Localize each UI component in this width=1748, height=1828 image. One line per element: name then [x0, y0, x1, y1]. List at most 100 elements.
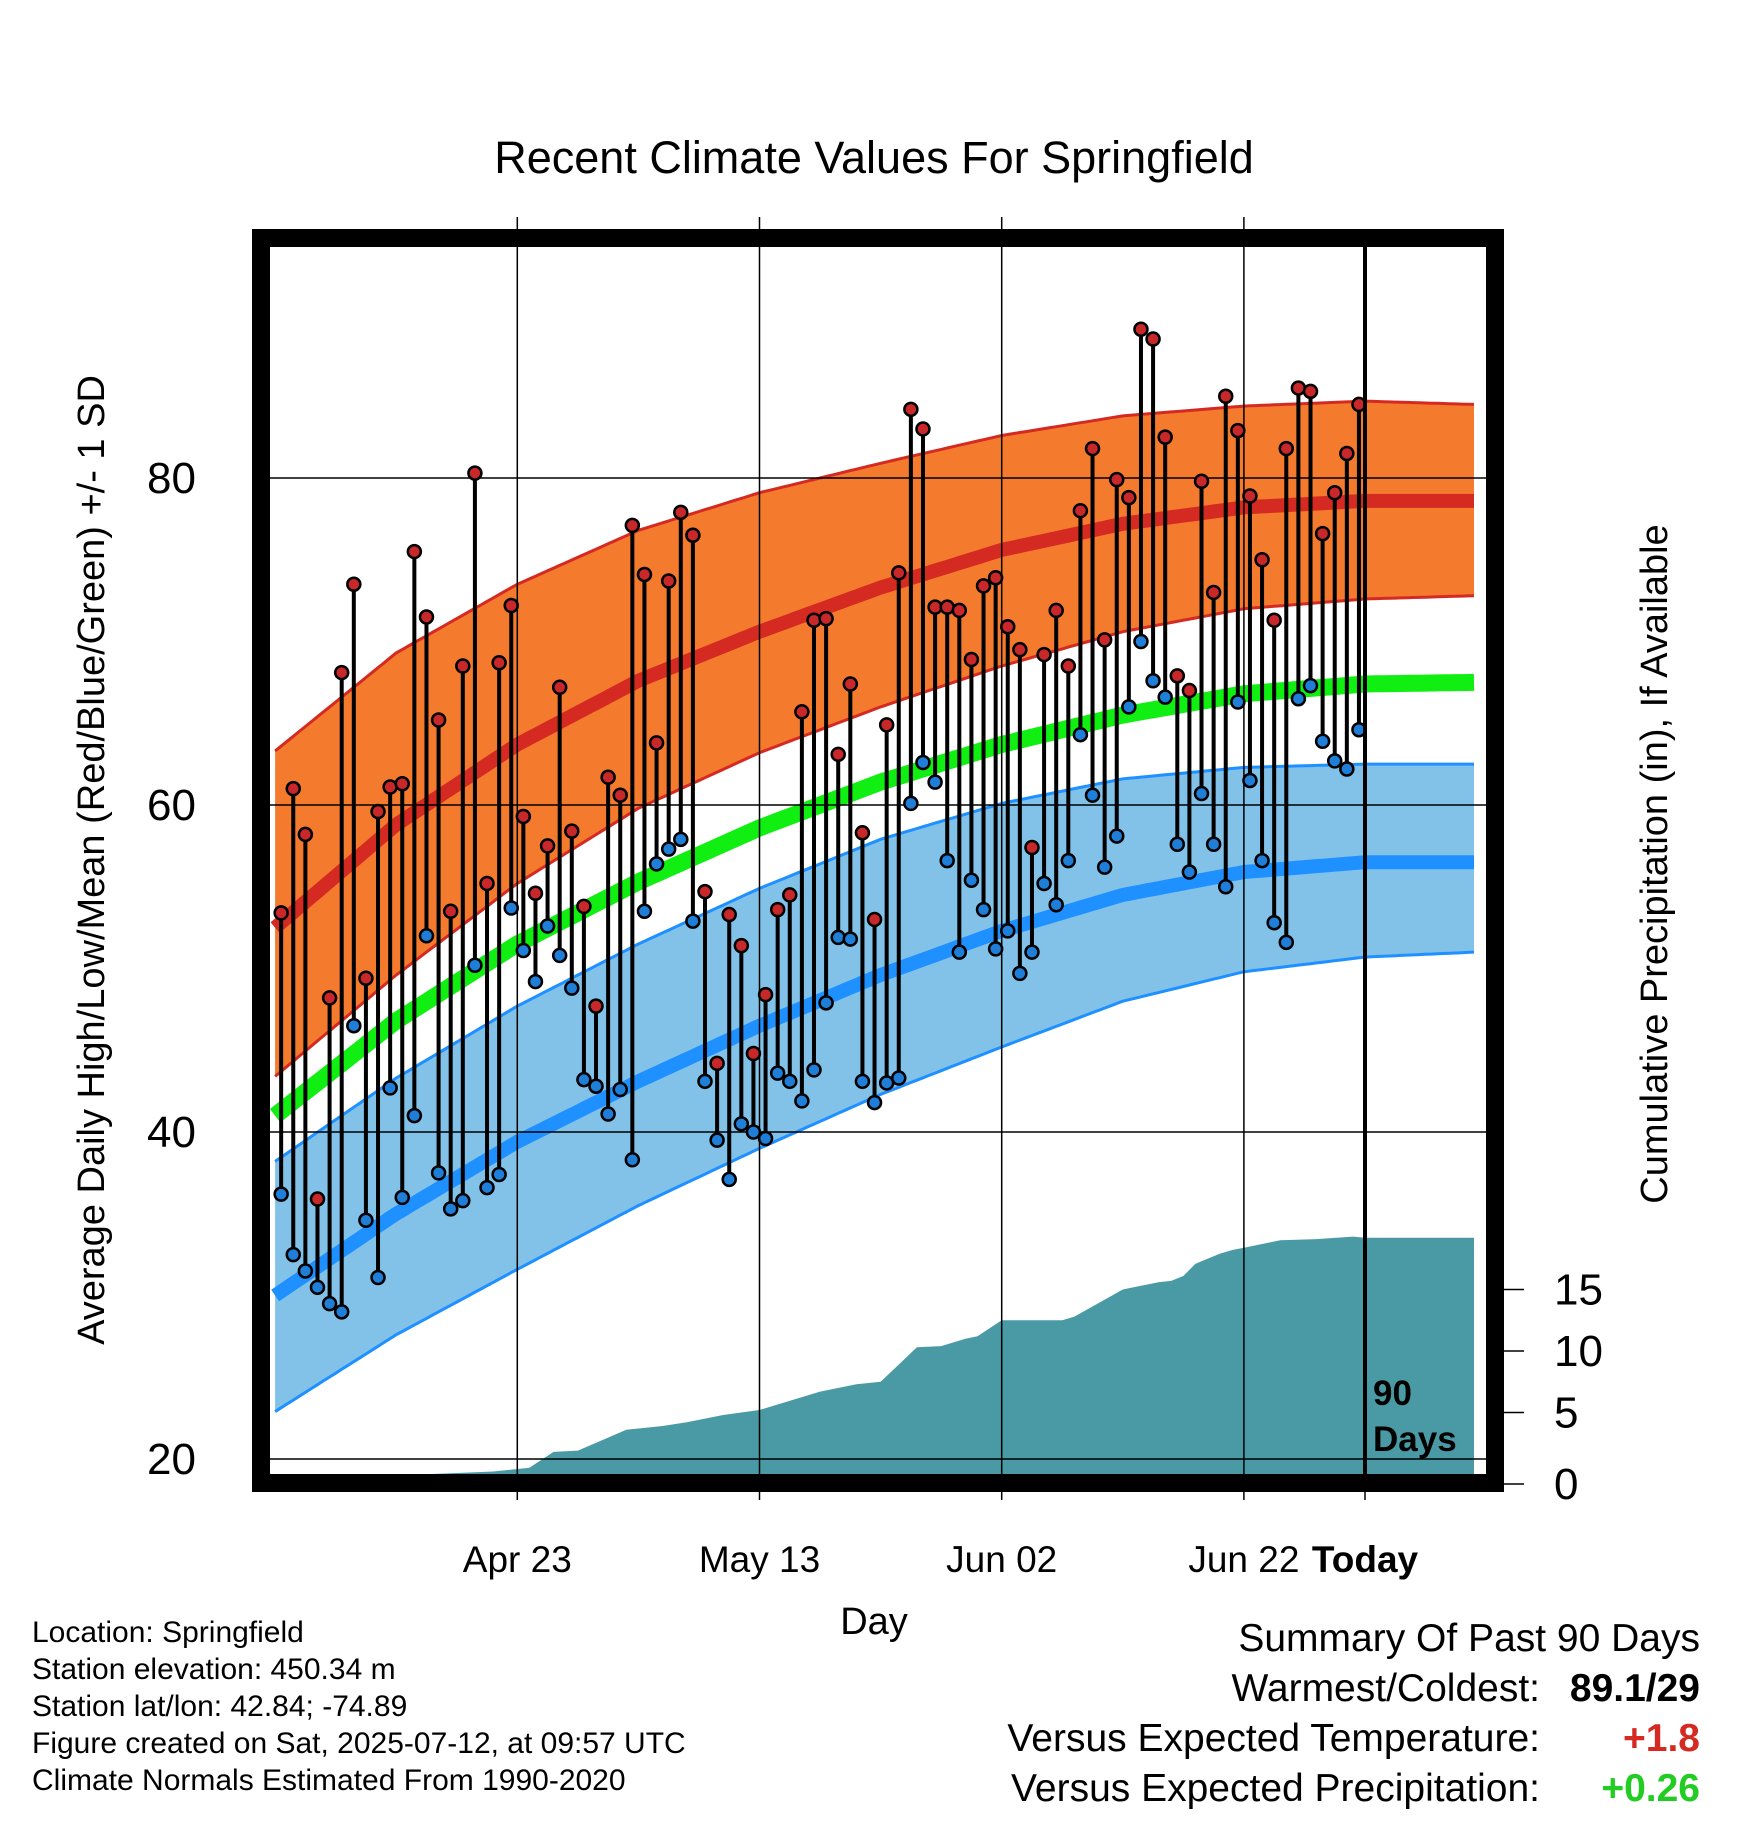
daily-low-point: [866, 1094, 883, 1111]
temp-value: +1.8: [1623, 1717, 1700, 1760]
daily-high-point: [515, 808, 532, 825]
daily-low-point: [1157, 689, 1173, 705]
daily-high-point: [1084, 440, 1101, 457]
daily-low-point: [1072, 726, 1089, 743]
x-axis-label: Day: [840, 1601, 908, 1643]
daily-low-point: [1133, 633, 1149, 650]
daily-high-point: [467, 465, 483, 481]
daily-low-point: [333, 1304, 350, 1320]
daily-low-point: [297, 1263, 314, 1279]
daily-low-point: [1339, 761, 1355, 777]
daily-high-point: [915, 421, 931, 437]
daily-high-point: [660, 573, 677, 589]
daily-low-point: [455, 1192, 471, 1209]
daily-high-point: [1121, 489, 1137, 506]
daily-high-point: [564, 823, 580, 839]
daily-high-point: [1012, 641, 1028, 658]
chart-title: Recent Climate Values For Springfield: [494, 132, 1254, 183]
y-right-tick-label: 5: [1554, 1389, 1578, 1438]
daily-low-point: [903, 795, 919, 812]
daily-low-point: [1169, 836, 1186, 852]
daily-high-point: [903, 401, 919, 418]
daily-high-point: [358, 970, 374, 987]
daily-low-point: [285, 1246, 302, 1263]
daily-low-point: [1048, 896, 1064, 913]
daily-low-point: [782, 1073, 798, 1090]
daily-high-point: [1036, 646, 1052, 663]
daily-high-point: [576, 898, 592, 915]
daily-high-point: [975, 578, 992, 594]
daily-high-point: [346, 576, 362, 593]
y-right-tick-label: 0: [1554, 1460, 1578, 1509]
daily-high-point: [394, 775, 411, 792]
daily-high-point: [818, 610, 834, 627]
daily-low-point: [467, 957, 483, 973]
daily-high-point: [1145, 331, 1161, 347]
warmest-value: 89.1/29: [1569, 1667, 1700, 1710]
daily-low-point: [794, 1093, 810, 1109]
today-days-label: 90: [1373, 1374, 1412, 1413]
daily-low-point: [370, 1269, 386, 1286]
daily-low-point: [600, 1106, 616, 1122]
daily-low-point: [745, 1124, 762, 1140]
daily-high-point: [878, 717, 895, 733]
daily-low-point: [963, 872, 980, 888]
x-tick-label: Jun 22: [1188, 1539, 1299, 1580]
daily-low-point: [1217, 879, 1234, 895]
temp-label: Versus Expected Temperature:: [1007, 1717, 1540, 1760]
daily-high-point: [1133, 321, 1149, 337]
daily-low-point: [1036, 875, 1052, 892]
daily-low-point: [479, 1179, 495, 1196]
precip-row: Versus Expected Precipitation: +0.26: [1007, 1764, 1700, 1814]
daily-low-point: [951, 944, 968, 960]
daily-high-point: [1108, 471, 1125, 488]
daily-high-point: [794, 704, 810, 720]
plot-frame: [252, 229, 1504, 1492]
daily-high-point: [588, 998, 604, 1014]
daily-high-point: [551, 679, 568, 696]
daily-low-point: [806, 1062, 822, 1078]
daily-low-point: [818, 995, 834, 1011]
daily-high-point: [963, 651, 980, 668]
daily-high-point: [830, 746, 846, 763]
daily-high-point: [854, 825, 871, 841]
daily-high-point: [491, 655, 507, 671]
daily-low-point: [612, 1081, 628, 1098]
precipitation-area: [275, 1236, 1475, 1474]
daily-high-point: [1254, 552, 1270, 568]
daily-high-point: [951, 602, 968, 619]
x-tick-label: Apr 23: [463, 1539, 572, 1580]
daily-low-point: [854, 1073, 871, 1090]
daily-low-point: [503, 900, 519, 916]
location-text: Location: Springfield: [32, 1616, 304, 1649]
summary-panel: Summary Of Past 90 Days Warmest/Coldest:…: [1007, 1614, 1700, 1814]
latlon-text: Station lat/lon: 42.84; -74.89: [32, 1690, 408, 1723]
daily-high-point: [1242, 488, 1258, 504]
daily-low-point: [939, 852, 955, 869]
daily-high-point: [769, 901, 786, 918]
daily-low-point: [1193, 785, 1210, 802]
daily-high-point: [866, 911, 883, 928]
daily-high-point: [1326, 484, 1343, 501]
daily-low-point: [987, 941, 1004, 957]
normals-text: Climate Normals Estimated From 1990-2020: [32, 1764, 626, 1797]
daily-low-point: [1024, 944, 1040, 960]
daily-high-point: [285, 780, 302, 797]
daily-low-point: [648, 856, 665, 872]
daily-low-point: [273, 1186, 289, 1202]
daily-high-point: [721, 906, 737, 923]
daily-low-point: [1096, 859, 1113, 875]
daily-high-point: [709, 1055, 725, 1072]
daily-low-point: [891, 1070, 907, 1086]
station-info: Location: Springfield Station elevation:…: [32, 1614, 686, 1799]
daily-low-point: [1181, 864, 1198, 880]
daily-low-point: [527, 973, 544, 990]
daily-low-point: [382, 1080, 398, 1096]
daily-low-point: [1242, 772, 1258, 789]
daily-low-point: [564, 980, 580, 996]
daily-low-point: [1108, 828, 1125, 844]
daily-low-point: [309, 1279, 326, 1296]
left-axis-label: Average Daily High/Low/Mean (Red/Blue/Gr…: [71, 375, 113, 1345]
daily-low-point: [1278, 934, 1295, 951]
